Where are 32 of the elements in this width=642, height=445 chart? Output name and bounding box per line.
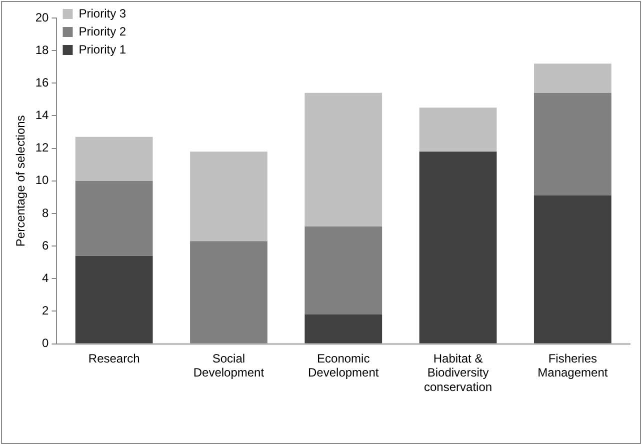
bar [190,152,268,242]
x-tick-label: Habitat & Biodiversity conservation [424,351,492,394]
y-tick-label: 20 [35,10,50,24]
y-tick-label: 4 [42,270,50,285]
x-tick-label: Social Development [193,351,265,380]
y-tick-label: 8 [42,206,50,220]
x-tick-label: Fisheries Management [538,351,608,380]
y-axis-title: Percentage of selections [14,115,28,247]
x-tick-label: Research [88,351,140,366]
bar [304,226,382,314]
bar [75,136,153,181]
y-tick-label: 2 [42,304,50,318]
y-tick-label: 6 [42,238,50,252]
y-tick-label: 14 [35,108,50,122]
legend-label: Priority 1 [78,42,126,56]
bar [534,92,612,196]
x-tick-label: Economic Development [308,351,380,380]
y-tick-label: 12 [35,140,50,155]
bar [534,196,612,344]
bar [419,152,497,344]
legend-label: Priority 3 [78,6,126,20]
bar [419,108,497,152]
bar [534,64,612,93]
y-tick-label: 18 [35,42,50,57]
y-tick-label: 10 [35,173,50,188]
y-tick-label: 0 [42,336,50,350]
bar [304,92,382,227]
bar [75,180,153,256]
bar [304,314,382,344]
legend-label: Priority 2 [78,24,126,38]
bar [75,256,153,344]
y-tick-label: 16 [35,75,50,90]
